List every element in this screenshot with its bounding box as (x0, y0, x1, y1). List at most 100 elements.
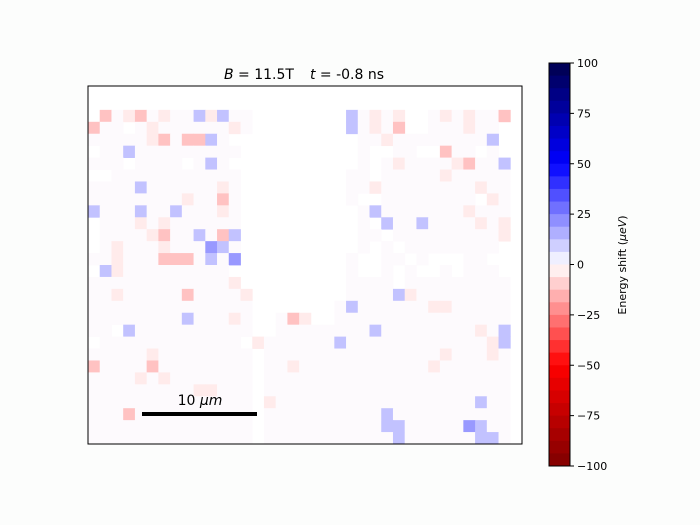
heatmap-cell (392, 181, 406, 194)
heatmap-cell (193, 133, 206, 147)
heatmap-cell (146, 109, 159, 123)
heatmap-cell (486, 300, 499, 314)
heatmap-cell (381, 288, 394, 302)
heatmap-cell (158, 276, 171, 290)
heatmap-cell (451, 372, 464, 385)
heatmap-cell (299, 336, 312, 349)
heatmap-cell (134, 157, 148, 170)
heatmap-cell (428, 193, 441, 206)
heatmap-cell (428, 396, 441, 409)
heatmap-cell (146, 420, 159, 433)
heatmap-cell (193, 372, 206, 385)
heatmap-cell (158, 193, 171, 206)
heatmap-cell (381, 253, 394, 266)
heatmap-cell (486, 372, 499, 385)
heatmap-cell (181, 133, 194, 147)
heatmap-cell (146, 241, 159, 254)
scale-bar-unit: μm (199, 393, 223, 409)
heatmap-cell (205, 384, 218, 397)
heatmap-cell (170, 241, 183, 254)
heatmap-cell (357, 157, 370, 170)
heatmap-cell (439, 229, 453, 242)
heatmap-cell (170, 253, 183, 266)
heatmap-cell (357, 121, 370, 135)
colorbar-band (549, 440, 570, 454)
heatmap-cell (463, 121, 476, 135)
heatmap-cell (357, 205, 370, 218)
heatmap-cell (463, 205, 476, 218)
heatmap-cell (275, 348, 288, 361)
heatmap-cell (158, 396, 171, 409)
heatmap-cell (205, 253, 218, 266)
heatmap-cell (134, 217, 148, 230)
heatmap-cell (99, 324, 112, 337)
heatmap-cell (463, 229, 476, 242)
heatmap-cell (463, 217, 476, 230)
heatmap-cell (181, 169, 194, 182)
heatmap-cell (217, 312, 230, 326)
heatmap-cell (275, 408, 288, 421)
heatmap-cell (146, 265, 159, 278)
heatmap-cell (88, 193, 101, 206)
heatmap-cell (346, 169, 359, 182)
colorbar-label-suffix: ) (616, 215, 629, 219)
heatmap-cell (463, 336, 476, 349)
heatmap-cell (428, 324, 441, 337)
heatmap-cell (346, 420, 359, 433)
heatmap-cell (287, 312, 300, 326)
colorbar-band (549, 138, 570, 152)
heatmap-cell (463, 300, 476, 314)
heatmap-cell (346, 253, 359, 266)
heatmap-cell (170, 205, 183, 218)
heatmap-cell (451, 109, 464, 123)
heatmap-cell (428, 157, 441, 170)
heatmap-cell (193, 348, 206, 361)
heatmap-cell (346, 288, 359, 302)
heatmap-cell (381, 157, 394, 170)
heatmap-cell (111, 157, 124, 170)
heatmap-cell (99, 217, 112, 230)
heatmap-cell (346, 312, 359, 326)
heatmap-cell (451, 300, 464, 314)
colorbar-band (549, 214, 570, 228)
heatmap-cell (416, 324, 429, 337)
heatmap-cell (146, 432, 159, 445)
heatmap-cell (392, 408, 406, 421)
heatmap-cell (475, 253, 488, 266)
heatmap-cell (99, 133, 112, 147)
heatmap-cell (228, 145, 241, 158)
heatmap-cell (111, 217, 124, 230)
heatmap-cell (475, 109, 488, 123)
heatmap-cell (287, 384, 300, 397)
colorbar-band (549, 403, 570, 417)
heatmap-cell (404, 157, 417, 170)
heatmap-cell (287, 324, 300, 337)
heatmap-cell (263, 408, 277, 421)
heatmap-cell (240, 372, 253, 385)
heatmap-cell (181, 229, 194, 242)
heatmap-cell (498, 312, 511, 326)
heatmap-cell (475, 312, 488, 326)
heatmap-cell (123, 360, 136, 373)
heatmap-cell (486, 432, 499, 445)
heatmap-cell (99, 121, 112, 135)
heatmap-cell (205, 420, 218, 433)
heatmap-cell (158, 336, 171, 349)
heatmap-cell (123, 288, 136, 302)
heatmap-cell (88, 276, 101, 290)
heatmap-cell (134, 324, 148, 337)
heatmap-cell (193, 384, 206, 397)
colorbar-band (549, 226, 570, 240)
heatmap-cell (146, 384, 159, 397)
heatmap-cell (369, 205, 382, 218)
heatmap-cell (299, 408, 312, 421)
heatmap-cell (322, 432, 335, 445)
heatmap-cell (322, 408, 335, 421)
heatmap-cell (158, 145, 171, 158)
heatmap-cell (99, 229, 112, 242)
heatmap-cell (369, 348, 382, 361)
heatmap-cell (463, 145, 476, 158)
heatmap-cell (392, 360, 406, 373)
heatmap-cell (228, 193, 241, 206)
heatmap-cell (123, 324, 136, 337)
